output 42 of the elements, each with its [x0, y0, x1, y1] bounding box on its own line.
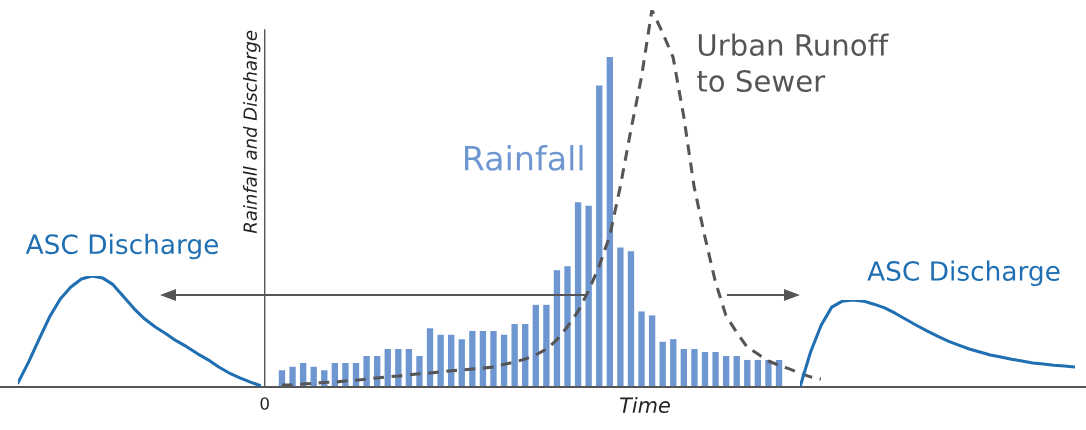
series-label: Rainfall: [465, 145, 583, 171]
bar: [585, 205, 592, 387]
bar: [511, 323, 518, 387]
bar: [342, 362, 349, 387]
series-label: Urban Runoff to Sewer: [697, 33, 889, 93]
bar: [564, 266, 571, 387]
bar: [363, 355, 370, 387]
bar: [659, 341, 666, 387]
bar: [490, 330, 497, 387]
series-label: ASC Discharge: [867, 260, 1060, 287]
bar: [574, 202, 582, 387]
bar: [405, 349, 413, 387]
bar: [384, 349, 391, 387]
bar: [606, 57, 613, 387]
bar: [754, 359, 762, 387]
bar: [617, 247, 624, 387]
bar: [543, 304, 550, 387]
bar: [596, 85, 603, 387]
bar: [469, 330, 476, 387]
bar: [680, 349, 688, 387]
bar: [289, 366, 296, 387]
bar: [638, 311, 645, 387]
bar: [691, 349, 698, 387]
bar: [733, 355, 740, 387]
bar: [744, 359, 751, 387]
bar: [722, 355, 730, 387]
x-axis-title: Time: [620, 396, 670, 414]
bar: [712, 352, 719, 387]
bar: [701, 352, 709, 387]
bar: [437, 334, 444, 387]
bar: [458, 339, 465, 387]
bar: [648, 315, 656, 387]
bar: [532, 304, 539, 387]
bar: [479, 330, 487, 387]
y-axis-title: Rainfall and Discharge: [243, 30, 261, 234]
bar: [670, 339, 677, 387]
bar: [416, 355, 423, 387]
bar: [765, 359, 772, 387]
series-label: ASC Discharge: [25, 233, 218, 260]
bar: [553, 270, 561, 387]
text: 0: [260, 397, 269, 410]
bar: [627, 251, 635, 387]
